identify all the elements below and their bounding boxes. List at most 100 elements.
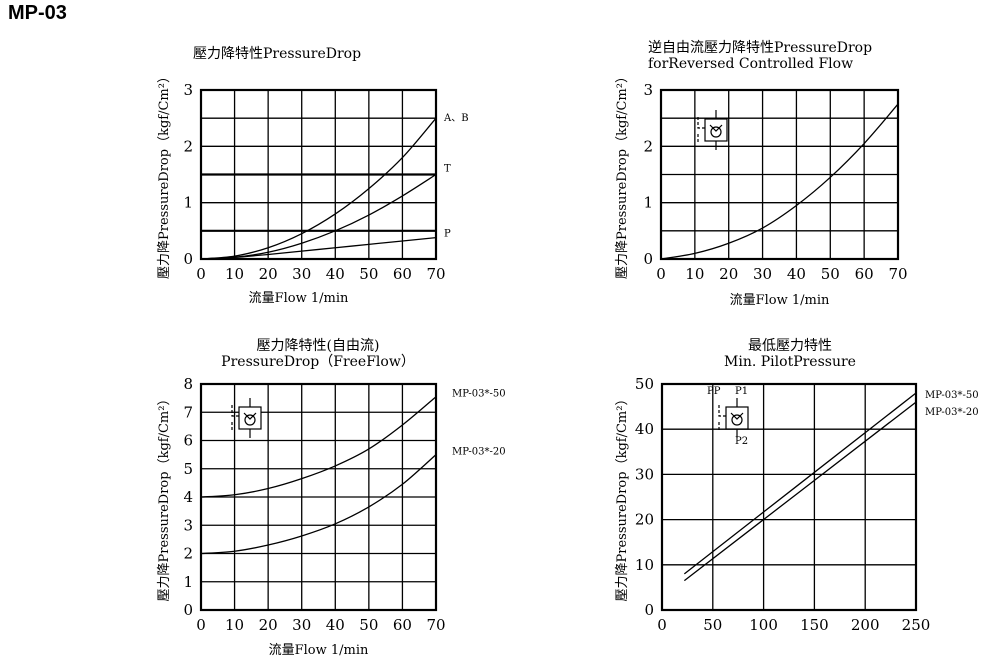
y-tick-label: 0 [644,601,654,619]
y-tick-label: 3 [643,81,653,99]
y-tick-label: 20 [635,511,654,529]
valve-seat-icon [709,124,723,132]
x-tick-label: 30 [292,616,311,634]
x-tick-label: 70 [888,265,907,283]
series-label: MP-03*-50 [925,390,979,401]
x-tick-label: 70 [426,616,445,634]
plot-frame [660,382,918,612]
valve-body-icon [704,118,728,142]
plot-frame [659,88,900,261]
x-axis-label: 流量Flow 1/min [730,293,830,308]
pilot-line-icon [718,404,726,432]
series-line [660,103,899,260]
x-tick-label: 0 [196,616,206,634]
pilot-line-icon [697,116,705,144]
series-line [683,392,917,575]
series-label: T [444,164,451,175]
series-label: MP-03*-20 [452,447,506,458]
y-tick-label: 2 [643,137,653,155]
y-tick-label: 1 [183,194,193,212]
x-tick-label: 10 [225,616,244,634]
page-title: MP-03 [8,2,67,24]
y-axis-label: 壓力降PressureDrop（kgf/Cm²） [615,393,630,602]
x-tick-label: 60 [855,265,874,283]
y-tick-label: 4 [183,488,193,506]
pilot-line-icon [231,404,239,432]
x-tick-label: 60 [393,616,412,634]
x-tick-label: 100 [749,616,778,634]
y-tick-label: 1 [183,573,193,591]
series-line [200,236,437,260]
x-tick-label: 0 [656,265,666,283]
series-label: A、B [443,113,469,124]
x-tick-label: 60 [393,265,412,283]
valve-seat-icon [243,412,257,420]
x-tick-label: 50 [821,265,840,283]
x-tick-label: 20 [259,616,278,634]
chart-title: 壓力降特性(自由流) [257,338,380,354]
x-tick-label: 20 [719,265,738,283]
valve-body-icon [725,406,749,430]
series-label: MP-03*-20 [925,407,979,418]
y-tick-label: 0 [183,601,193,619]
x-tick-label: 50 [359,616,378,634]
x-tick-label: 0 [657,616,667,634]
x-tick-label: 40 [326,616,345,634]
y-tick-label: 7 [183,403,193,421]
series-label: P [444,229,451,240]
series-line [200,396,437,498]
x-tick-label: 200 [851,616,880,634]
chart-subtitle: forReversed Controlled Flow [648,56,853,72]
y-axis-label: 壓力降PressureDrop（kgf/Cm²） [157,70,172,279]
x-tick-label: 40 [326,265,345,283]
valve-ball-icon [244,414,256,426]
valve-ball-icon [731,414,743,426]
y-axis-label: 壓力降PressureDrop（kgf/Cm²） [157,393,172,602]
series-line [200,454,437,555]
y-axis-label: 壓力降PressureDrop（kgf/Cm²） [615,70,630,279]
y-tick-label: 50 [635,375,654,393]
port-label-p2: P2 [735,436,748,447]
x-tick-label: 10 [685,265,704,283]
valve-body-icon [238,406,262,430]
chart-title: 逆自由流壓力降特性PressureDrop [648,40,872,56]
y-tick-label: 0 [643,250,653,268]
y-tick-label: 10 [635,556,654,574]
x-tick-label: 50 [359,265,378,283]
x-tick-label: 0 [196,265,206,283]
y-tick-label: 3 [183,81,193,99]
x-tick-label: 250 [902,616,931,634]
x-axis-label: 流量Flow 1/min [269,643,369,658]
series-line [200,173,437,260]
x-tick-label: 70 [426,265,445,283]
y-tick-label: 8 [183,375,193,393]
series-label: MP-03*-50 [452,389,506,400]
chart-title: 最低壓力特性 [748,338,832,354]
y-tick-label: 30 [635,465,654,483]
y-tick-label: 2 [183,137,193,155]
port-label-pp: PP [707,386,721,397]
chart-subtitle: Min. PilotPressure [724,354,856,370]
valve-ball-icon [710,126,722,138]
x-tick-label: 30 [292,265,311,283]
x-tick-label: 30 [753,265,772,283]
series-line [683,401,917,582]
y-tick-label: 3 [183,516,193,534]
y-tick-label: 40 [635,420,654,438]
chart-title: 壓力降特性PressureDrop [193,46,361,62]
y-tick-label: 5 [183,460,193,478]
y-tick-label: 2 [183,545,193,563]
x-axis-label: 流量Flow 1/min [249,291,349,306]
chart-subtitle: PressureDrop（FreeFlow） [221,354,415,370]
port-label-p1: P1 [735,386,748,397]
x-tick-label: 40 [787,265,806,283]
y-tick-label: 6 [183,432,193,450]
x-tick-label: 10 [225,265,244,283]
y-tick-label: 0 [183,250,193,268]
x-tick-label: 20 [259,265,278,283]
y-tick-label: 1 [643,194,653,212]
series-line [200,117,437,260]
x-tick-label: 50 [703,616,722,634]
x-tick-label: 150 [800,616,829,634]
